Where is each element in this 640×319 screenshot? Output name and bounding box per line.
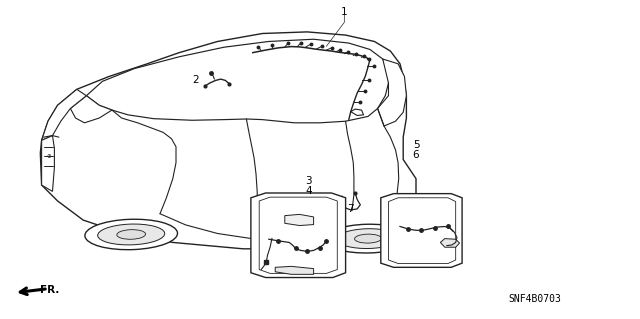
Text: 2: 2: [192, 75, 198, 85]
Polygon shape: [440, 239, 460, 247]
Polygon shape: [40, 32, 416, 249]
Ellipse shape: [337, 229, 399, 249]
Ellipse shape: [117, 230, 145, 239]
Polygon shape: [275, 266, 314, 274]
Polygon shape: [285, 214, 314, 226]
Text: SNF4B0703: SNF4B0703: [508, 294, 561, 304]
Polygon shape: [251, 193, 346, 278]
Polygon shape: [259, 197, 337, 273]
Polygon shape: [378, 59, 406, 126]
Text: 7: 7: [348, 204, 354, 214]
Text: 4: 4: [305, 186, 312, 197]
Polygon shape: [86, 39, 388, 123]
Text: 3: 3: [305, 176, 312, 186]
Text: FR.: FR.: [40, 285, 59, 295]
Ellipse shape: [98, 224, 164, 245]
Polygon shape: [42, 136, 54, 191]
Polygon shape: [381, 194, 462, 267]
Polygon shape: [388, 198, 456, 263]
Text: 6: 6: [413, 150, 419, 160]
Polygon shape: [42, 89, 86, 140]
Text: 5: 5: [413, 140, 419, 150]
Polygon shape: [70, 96, 112, 123]
Ellipse shape: [355, 234, 381, 243]
Text: 1: 1: [341, 7, 348, 17]
Ellipse shape: [324, 224, 412, 253]
Ellipse shape: [85, 219, 177, 250]
Text: ⊕: ⊕: [46, 154, 51, 159]
